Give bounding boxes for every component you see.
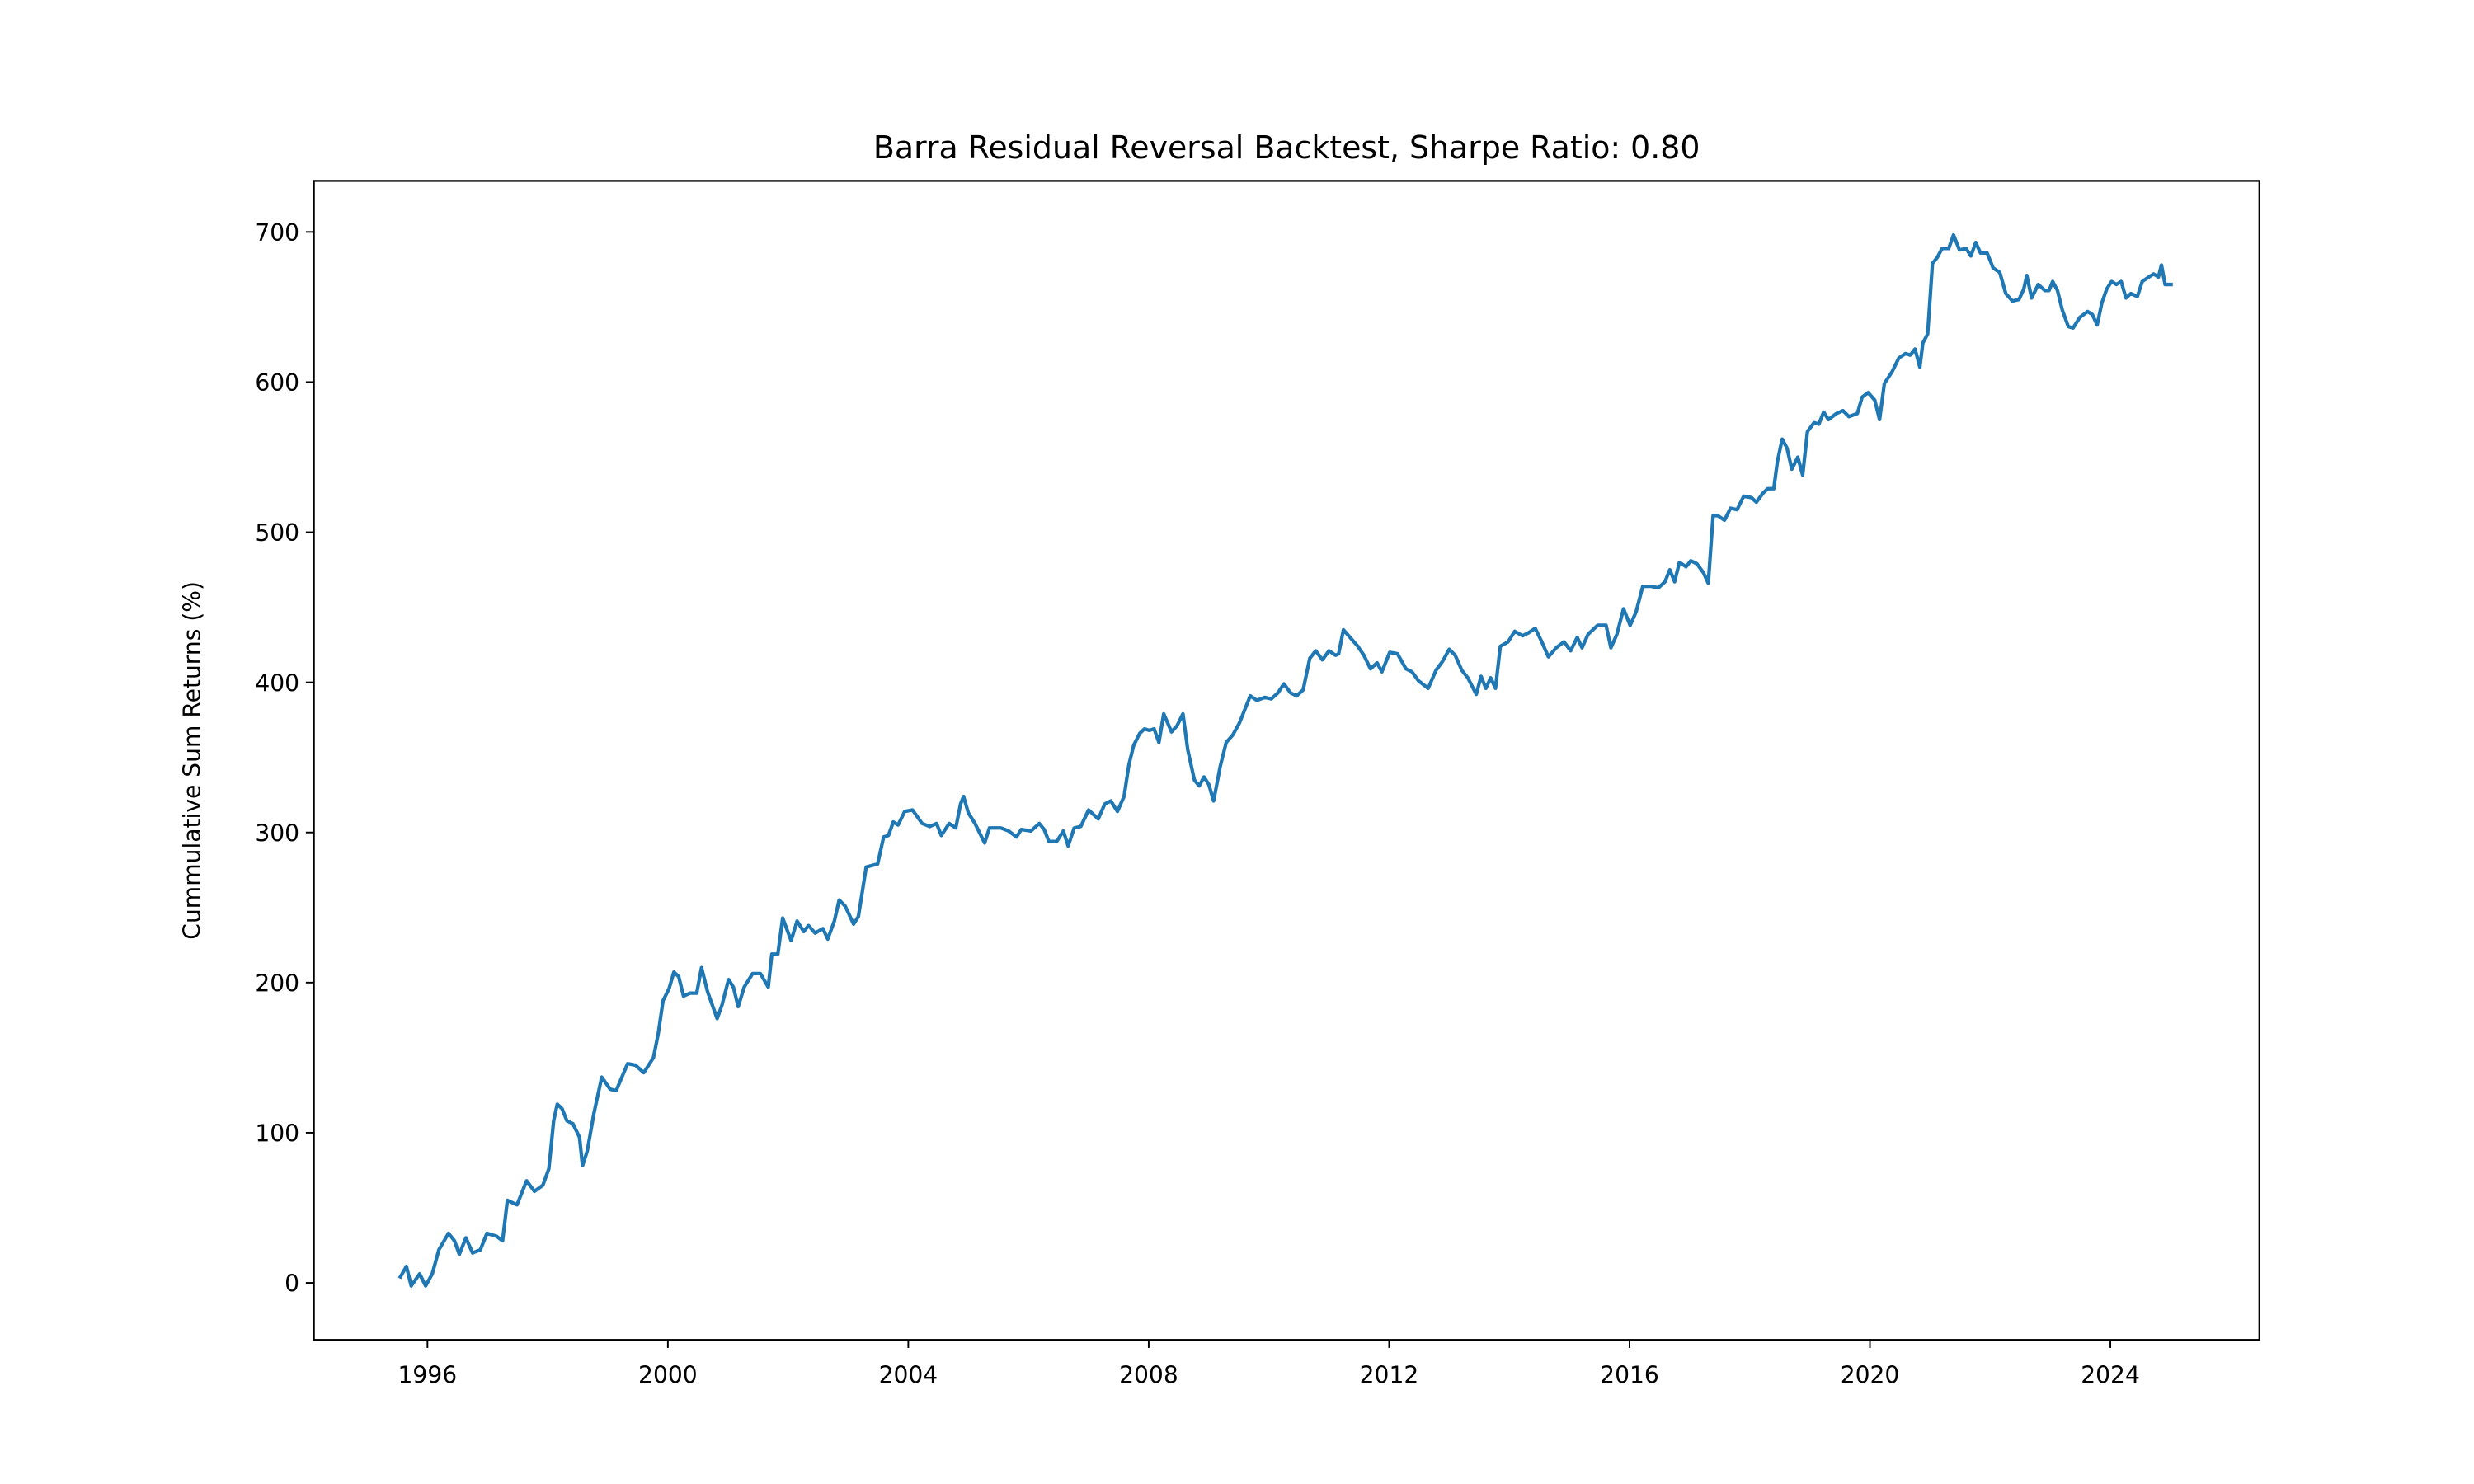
- x-tick-label: 2020: [1841, 1362, 1900, 1389]
- y-axis-label: Cummulative Sum Returns (%): [179, 581, 206, 940]
- y-tick-label: 100: [255, 1120, 299, 1148]
- axes-frame: [313, 180, 2260, 1341]
- x-tick-label: 2004: [879, 1362, 938, 1389]
- y-tick-label: 300: [255, 819, 299, 847]
- x-tick-label: 2024: [2081, 1362, 2140, 1389]
- y-tick-label: 700: [255, 219, 299, 247]
- y-tick-label: 0: [285, 1270, 299, 1298]
- x-tick-label: 2012: [1360, 1362, 1419, 1389]
- y-tick-label: 500: [255, 519, 299, 547]
- data-line: [397, 232, 2173, 1288]
- y-tick-label: 400: [255, 669, 299, 697]
- x-tick-label: 1996: [398, 1362, 458, 1389]
- x-tick-label: 2008: [1119, 1362, 1178, 1389]
- x-tick-label: 2000: [638, 1362, 698, 1389]
- y-tick-label: 200: [255, 970, 299, 998]
- chart-title: Barra Residual Reversal Backtest, Sharpe…: [873, 129, 1700, 166]
- x-tick-label: 2016: [1600, 1362, 1659, 1389]
- y-tick-label: 600: [255, 369, 299, 397]
